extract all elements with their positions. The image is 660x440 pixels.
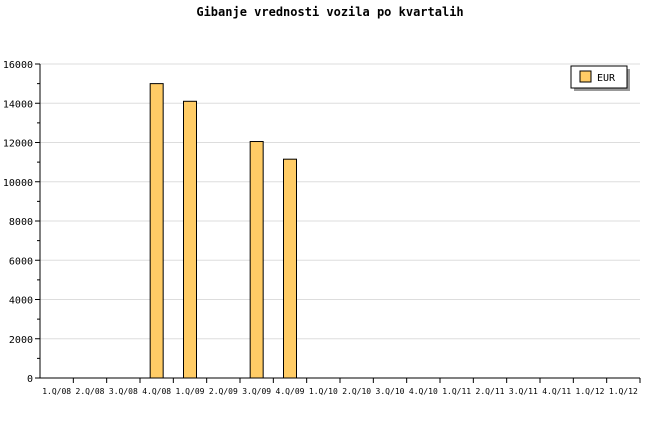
x-tick-label: 1.Q/09 xyxy=(176,387,205,396)
chart-title: Gibanje vrednosti vozila po kvartalih xyxy=(196,5,463,19)
y-tick-label: 4000 xyxy=(9,296,33,307)
y-tick-label: 16000 xyxy=(3,60,33,71)
bar xyxy=(183,100,197,379)
x-tick-label: 1.Q/08 xyxy=(42,387,71,396)
x-tick-label: 2.Q/11 xyxy=(476,387,505,396)
y-tick-label: 10000 xyxy=(3,178,33,189)
y-tick-label: 14000 xyxy=(3,99,33,110)
x-tick-label: 2.Q/10 xyxy=(342,387,371,396)
y-tick-label: 12000 xyxy=(3,139,33,150)
legend-label: EUR xyxy=(597,73,616,84)
x-tick-label: 3.Q/10 xyxy=(376,387,405,396)
x-tick-label: 3.Q/08 xyxy=(109,387,138,396)
x-tick-label: 4.Q/11 xyxy=(542,387,571,396)
x-tick-label: 2.Q/09 xyxy=(209,387,238,396)
x-tick-label: 1.Q/10 xyxy=(309,387,338,396)
x-tick-label: 1.Q/11 xyxy=(442,387,471,396)
bar xyxy=(283,158,297,379)
y-tick-label: 2000 xyxy=(9,335,33,346)
bar xyxy=(249,141,264,379)
y-tick-label: 0 xyxy=(27,374,33,385)
x-tick-label: 4.Q/08 xyxy=(142,387,171,396)
x-tick-label: 1.Q/12 xyxy=(576,387,605,396)
y-tick-label: 6000 xyxy=(9,256,33,267)
x-tick-label: 3.Q/09 xyxy=(242,387,271,396)
x-tick-label: 4.Q/10 xyxy=(409,387,438,396)
x-tick-label: 2.Q/08 xyxy=(76,387,105,396)
bar xyxy=(149,83,164,379)
x-tick-label: 4.Q/09 xyxy=(276,387,305,396)
x-tick-label: 3.Q/11 xyxy=(509,387,538,396)
legend-swatch xyxy=(579,70,592,83)
x-tick-label: 1.Q/12 xyxy=(609,387,638,396)
y-tick-label: 8000 xyxy=(9,217,33,228)
